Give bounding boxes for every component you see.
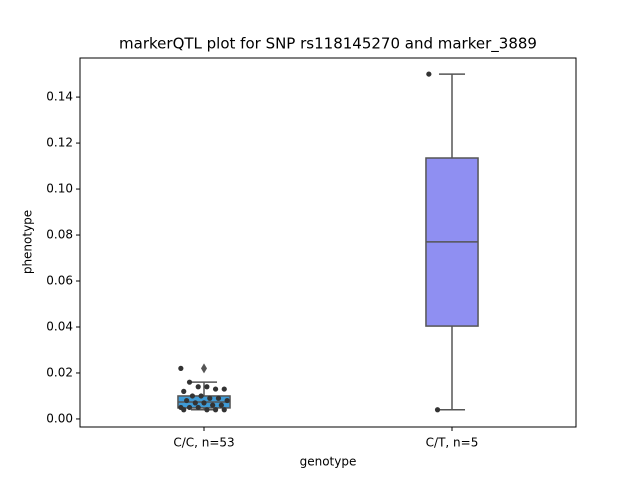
strip-point (210, 402, 216, 408)
strip-point (178, 365, 184, 371)
x-tick-label: C/T, n=5 (426, 436, 479, 450)
chart-title: markerQTL plot for SNP rs118145270 and m… (119, 35, 537, 54)
strip-point (181, 388, 187, 394)
strip-point (189, 393, 196, 399)
y-axis-label: phenotype (21, 210, 35, 274)
x-axis-label: genotype (300, 455, 357, 469)
y-tick-label: 0.10 (46, 182, 73, 196)
strip-point (207, 395, 213, 401)
strip-point (195, 384, 201, 390)
y-tick-label: 0.14 (46, 90, 73, 104)
y-tick-label: 0.12 (46, 136, 73, 150)
strip-point (221, 386, 227, 392)
strip-point (204, 407, 210, 413)
strip-point (434, 407, 441, 413)
strip-point (426, 71, 432, 77)
outlier (201, 363, 207, 374)
x-tick-label: C/C, n=53 (173, 436, 234, 450)
strip-point (186, 379, 193, 385)
strip-point (215, 395, 222, 401)
y-tick-label: 0.08 (46, 228, 73, 242)
y-tick-label: 0.00 (46, 411, 73, 425)
strip-point (186, 404, 193, 411)
strip-point (184, 397, 190, 404)
strip-point (212, 386, 219, 392)
strip-point (192, 400, 198, 406)
strip-point (195, 404, 201, 411)
strip-point (204, 384, 210, 390)
strip-point (212, 407, 219, 413)
strip-point (224, 397, 230, 404)
strip-point (201, 400, 207, 406)
y-tick-label: 0.06 (46, 274, 73, 288)
y-tick-label: 0.02 (46, 365, 73, 379)
plot-frame (79, 57, 577, 428)
strip-point (218, 402, 224, 408)
strip-point (181, 407, 187, 413)
strip-point (198, 393, 204, 399)
y-tick-label: 0.04 (46, 319, 73, 333)
strip-point (221, 407, 227, 413)
